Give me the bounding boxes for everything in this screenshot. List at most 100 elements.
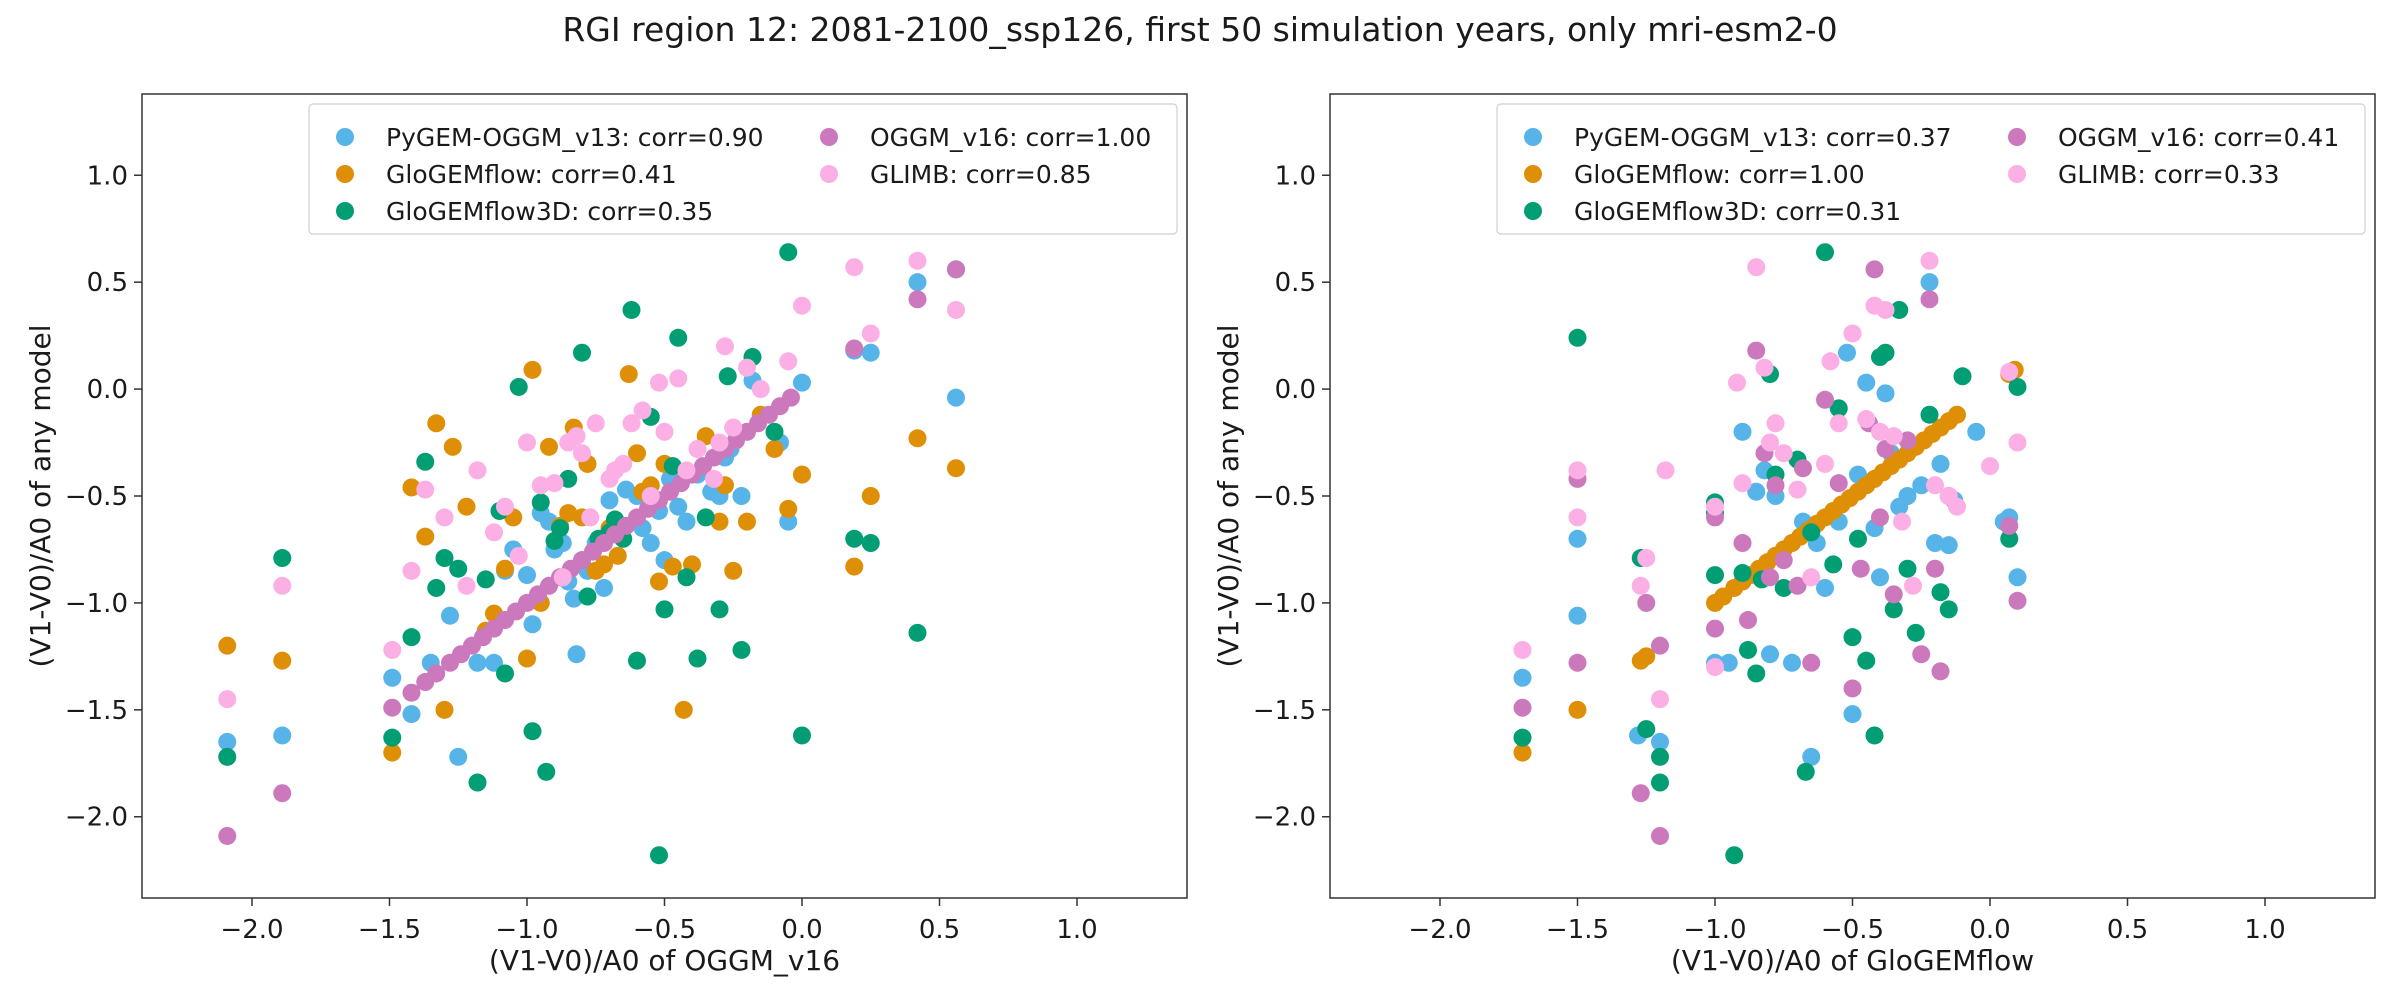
data-point [650, 373, 668, 392]
series-glimb [218, 251, 965, 709]
data-point [1733, 534, 1752, 553]
data-point [779, 499, 798, 518]
data-point [738, 358, 756, 377]
data-point [1651, 636, 1669, 655]
data-point [947, 260, 965, 279]
data-point [663, 557, 682, 576]
data-point [845, 258, 864, 277]
data-point [1884, 600, 1903, 619]
data-point [1931, 583, 1950, 602]
data-point [567, 645, 586, 664]
x-tick-label: 1.0 [2244, 915, 2285, 945]
data-point [383, 640, 402, 659]
data-point [861, 343, 880, 362]
legend-entry: OGGM_v16: corr=1.00 [870, 123, 1151, 152]
data-point [669, 497, 688, 516]
legend-marker [1524, 202, 1542, 220]
data-point [1747, 258, 1766, 277]
data-point [1857, 410, 1876, 429]
data-point [1706, 497, 1724, 516]
data-point [779, 512, 798, 531]
data-point [1926, 476, 1944, 495]
data-point [1904, 576, 1922, 595]
data-point [947, 388, 965, 407]
data-point [1816, 454, 1834, 473]
data-point [1926, 534, 1944, 553]
data-point [1637, 720, 1656, 739]
data-point [1816, 243, 1834, 262]
data-point [1513, 668, 1532, 687]
data-point [1706, 566, 1724, 585]
series-oggm-v16 [218, 260, 965, 845]
data-point [732, 640, 751, 659]
data-point [845, 529, 864, 548]
data-point [1788, 480, 1807, 499]
data-point [1719, 653, 1738, 672]
data-point [1656, 461, 1675, 480]
data-point [1651, 732, 1669, 751]
data-point [1761, 568, 1779, 587]
data-point [1733, 563, 1752, 582]
data-point [1568, 700, 1587, 719]
y-axis-label: (V1-V0)/A0 of any model [24, 325, 57, 668]
data-point [1747, 341, 1766, 360]
data-point [531, 493, 550, 512]
data-point [435, 549, 454, 568]
data-point [383, 743, 402, 762]
legend-entry: GloGEMflow: corr=0.41 [386, 160, 677, 189]
data-point [435, 508, 454, 527]
data-point [1816, 390, 1834, 409]
data-point [1706, 658, 1724, 677]
data-point [641, 487, 660, 505]
data-point [1912, 476, 1931, 495]
data-point [1513, 698, 1532, 717]
data-point [1829, 474, 1848, 493]
y-tick-label: −0.5 [65, 482, 128, 512]
data-point [1802, 523, 1821, 542]
data-point [1637, 549, 1656, 568]
data-point [518, 433, 536, 452]
data-point [402, 628, 421, 647]
data-point [496, 497, 514, 516]
data-point [1774, 578, 1793, 597]
data-point [1747, 482, 1766, 501]
data-point [523, 722, 542, 741]
data-point [1893, 512, 1911, 531]
data-point [1568, 328, 1587, 347]
legend-box [308, 103, 1178, 235]
data-point [1761, 645, 1779, 664]
data-point [578, 587, 597, 606]
y-tick-label: 0.0 [1275, 375, 1316, 405]
data-point [1953, 367, 1972, 386]
data-point [688, 649, 707, 668]
data-point [553, 568, 572, 587]
x-tick-label: −0.5 [633, 915, 696, 945]
x-tick-label: 0.0 [781, 915, 822, 945]
legend-marker [336, 202, 354, 220]
data-point [845, 557, 864, 576]
data-point [1843, 628, 1862, 647]
data-point [1631, 784, 1650, 803]
legend-entry: GloGEMflow3D: corr=0.35 [386, 197, 713, 226]
data-point [908, 251, 927, 270]
x-tick-label: 0.0 [1969, 915, 2010, 945]
data-point [1890, 300, 1909, 319]
data-point [1939, 536, 1958, 555]
data-point [677, 461, 696, 480]
x-tick-label: −1.5 [1546, 915, 1609, 945]
data-point [218, 732, 237, 751]
data-point [595, 578, 613, 597]
data-point [2000, 529, 2019, 548]
data-point [600, 491, 619, 510]
data-point [523, 615, 542, 634]
data-point [1939, 600, 1958, 619]
data-point [641, 534, 660, 553]
x-tick-label: −1.0 [1683, 915, 1746, 945]
legend-marker [1524, 165, 1542, 183]
data-point [861, 487, 880, 505]
legend-marker [2008, 128, 2026, 146]
data-point [559, 469, 578, 488]
x-tick-label: −0.5 [1821, 915, 1884, 945]
data-point [1851, 559, 1870, 578]
data-point [669, 328, 688, 347]
